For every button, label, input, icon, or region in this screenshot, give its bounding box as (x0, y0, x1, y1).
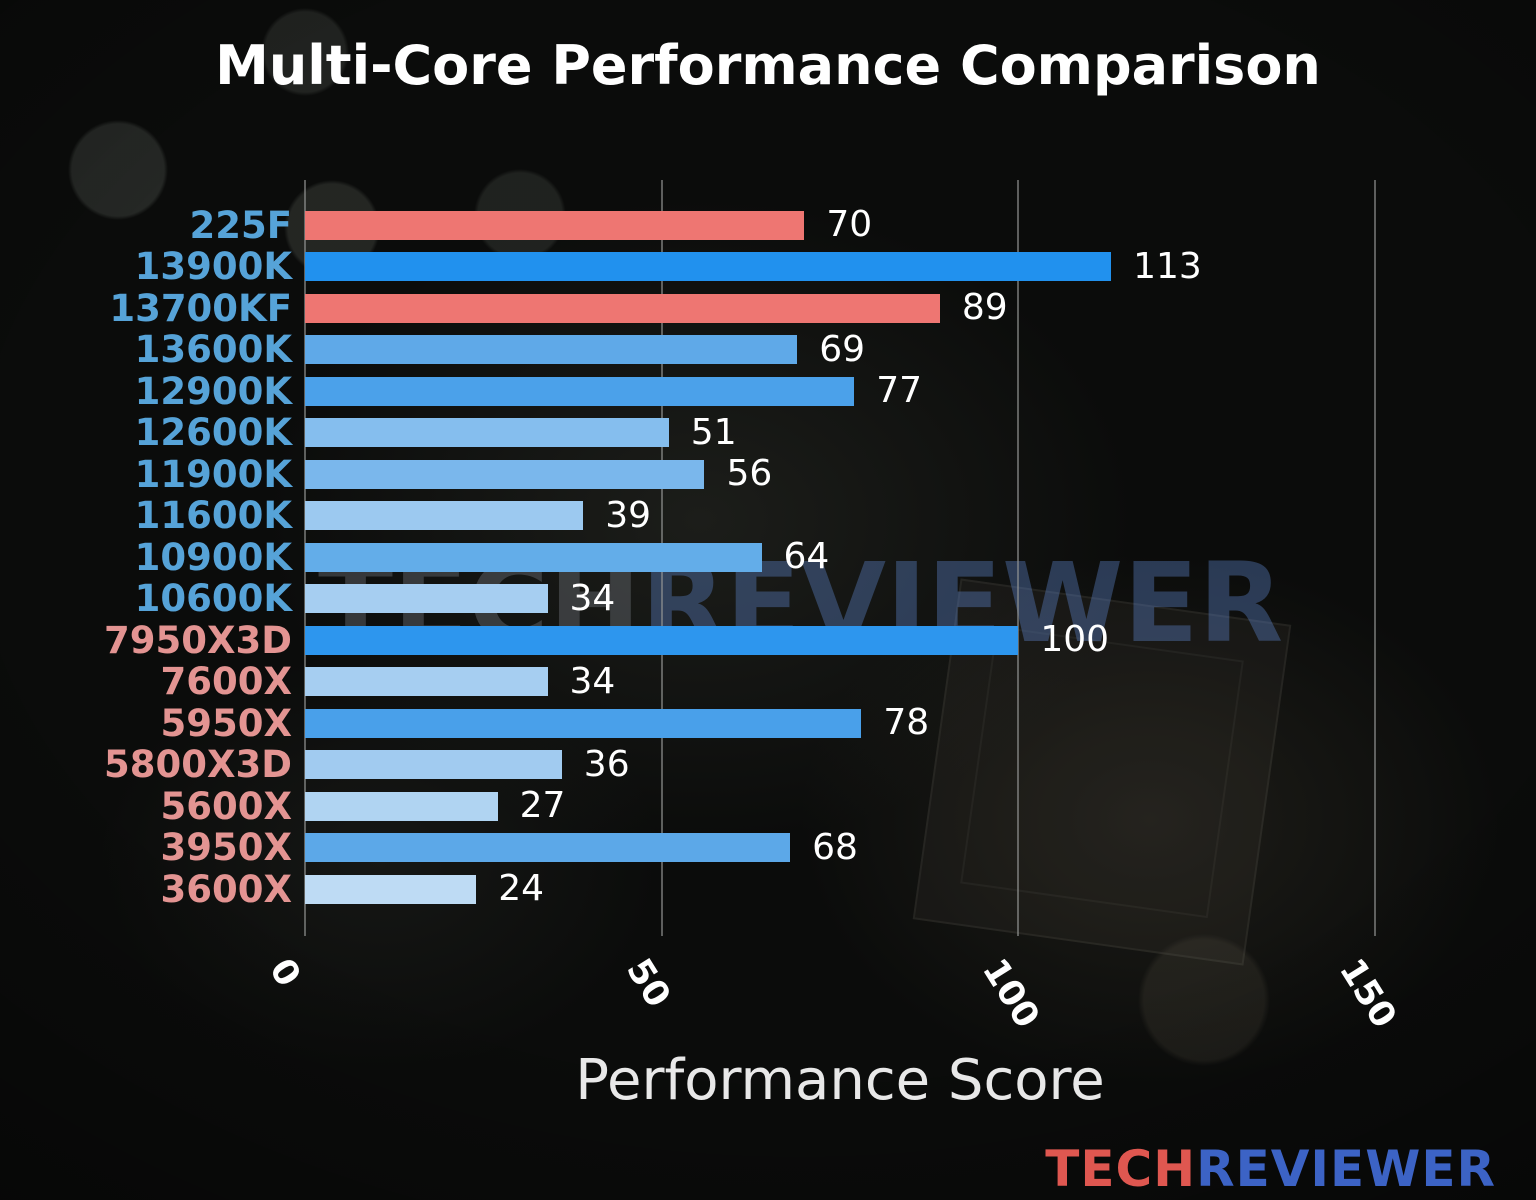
bar-7600X (305, 667, 548, 696)
bar-value-5800X3D: 36 (583, 743, 630, 785)
gridline-x-150 (1374, 180, 1376, 936)
bar-10600K (305, 584, 548, 613)
category-label-13900K: 13900K (134, 245, 292, 288)
bar-value-13600K: 69 (819, 328, 865, 370)
category-label-7950X3D: 7950X3D (104, 618, 292, 662)
bar-value-10900K: 64 (783, 536, 830, 577)
bar-value-11900K: 56 (726, 453, 773, 494)
bar-value-5600X: 27 (519, 785, 566, 826)
bar-value-3950X: 68 (812, 826, 858, 868)
category-label-10900K: 10900K (134, 535, 292, 579)
bar-value-11600K: 39 (605, 494, 651, 536)
bar-value-225F: 70 (826, 204, 873, 245)
gridline-x-100 (1017, 180, 1020, 936)
bar-12600K (305, 418, 669, 447)
bar-7950X3D (305, 625, 1019, 655)
category-labels: 225F 13900K 13700KF 13600K 12900K 12600K 11900… (0, 180, 292, 936)
bar-value-13700KF: 89 (961, 287, 1008, 328)
bar-3600X (305, 874, 477, 904)
bar-value-7600X: 34 (569, 660, 616, 702)
category-label-225F: 225F (189, 203, 292, 247)
category-label-5950X: 5950X (160, 701, 292, 745)
category-label-13700KF: 13700KF (109, 286, 292, 330)
bar-3950X (305, 833, 791, 862)
bar-12900K (305, 376, 855, 406)
category-label-12600K: 12600K (134, 411, 292, 454)
bar-value-13900K: 113 (1133, 245, 1202, 287)
bar-13700KF (305, 293, 940, 323)
category-label-12900K: 12900K (134, 369, 292, 413)
x-axis-label: Performance Score (575, 1048, 1105, 1113)
bar-5950X (305, 708, 862, 738)
logo-reviewer: REVIEWER (1196, 1140, 1496, 1198)
bar-5800X3D (305, 750, 562, 779)
category-label-10600K: 10600K (134, 577, 292, 620)
category-label-3950X: 3950X (160, 826, 292, 869)
bar-5600X (305, 791, 498, 821)
category-label-7600X: 7600X (160, 660, 292, 703)
bar-value-5950X: 78 (883, 702, 930, 743)
logo: TECHREVIEWER (1045, 1144, 1496, 1194)
category-label-13600K: 13600K (134, 328, 292, 371)
bar-value-10600K: 34 (569, 577, 616, 619)
logo-tech: TECH (1045, 1140, 1197, 1198)
bar-value-12600K: 51 (690, 411, 737, 453)
bar-11600K (305, 501, 584, 530)
chart-title: Multi-Core Performance Comparison (215, 34, 1321, 97)
bar-value-3600X: 24 (498, 868, 544, 909)
bar-value-12900K: 77 (876, 370, 923, 411)
category-label-11900K: 11900K (134, 452, 292, 496)
bar-13900K (305, 252, 1112, 281)
category-label-5600X: 5600X (160, 784, 292, 828)
bar-225F (305, 210, 805, 240)
bar-13600K (305, 335, 798, 364)
bar-10900K (305, 542, 762, 572)
bar-11900K (305, 459, 705, 489)
plot-area: 0 50 100 150 70 113 89 69 77 51 56 39 64 34 100 34 78 36 2… (261, 180, 1404, 1035)
category-label-3600X: 3600X (160, 867, 292, 911)
bar-value-7950X3D: 100 (1040, 619, 1110, 660)
category-label-5800X3D: 5800X3D (104, 743, 292, 786)
category-label-11600K: 11600K (134, 494, 292, 537)
